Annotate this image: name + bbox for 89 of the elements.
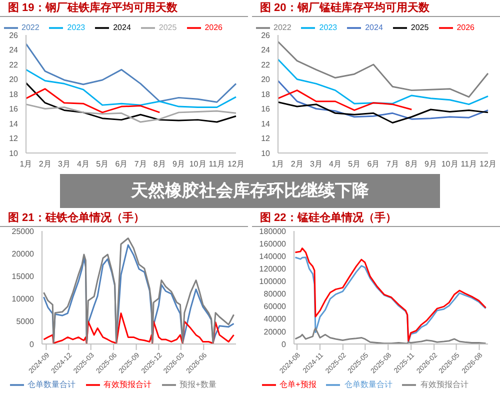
x-tick-label: 5月 <box>96 160 109 169</box>
y-tick-label: 10 <box>261 148 271 158</box>
y-tick-label: 25000 <box>12 226 35 236</box>
x-tick-label: 3月 <box>310 160 322 169</box>
legend-label: 仓单数量合计 <box>344 380 392 390</box>
y-tick-label: 24 <box>9 46 19 55</box>
x-tick-label: 2月 <box>38 160 52 169</box>
x-tick-label: 6月 <box>367 160 380 169</box>
x-tick-label: 10月 <box>189 160 206 169</box>
line-series <box>25 43 237 103</box>
y-tick-label: 100000 <box>259 277 287 286</box>
y-tick-label: 24 <box>261 46 271 55</box>
legend-label: 2024 <box>365 23 383 32</box>
x-tick-label: 9月 <box>424 160 437 169</box>
y-tick-label: 10 <box>9 148 19 158</box>
legend-label: 预报+数量 <box>180 380 216 390</box>
chart-title: 图 20：钢厂锰硅库存平均可用天数 <box>252 0 500 17</box>
legend-label: 仓单+预报 <box>280 380 316 390</box>
y-tick-label: 140000 <box>259 252 287 261</box>
x-tick-label: 7月 <box>134 160 147 169</box>
y-tick-label: 12 <box>9 134 19 144</box>
y-tick-label: 15000 <box>12 272 35 282</box>
chart-title: 图 21：硅铁仓单情况（手） <box>0 210 248 227</box>
x-tick-label: 9月 <box>172 160 185 169</box>
legend-label: 2026 <box>204 23 222 32</box>
x-tick-label: 8月 <box>405 160 418 169</box>
legend-label: 2024 <box>113 23 131 32</box>
y-tick-label: 26 <box>9 30 19 40</box>
line-series <box>25 88 160 114</box>
y-tick-label: 14 <box>9 119 19 128</box>
legend-label: 2022 <box>22 23 40 32</box>
x-tick-label: 11月 <box>208 160 226 169</box>
chart-title: 图 19：钢厂硅铁库存平均可用天数 <box>0 0 248 17</box>
y-tick-label: 16 <box>261 104 271 114</box>
y-tick-label: 12 <box>261 134 271 144</box>
y-tick-label: 160000 <box>259 239 287 248</box>
x-tick-label: 8月 <box>153 160 166 169</box>
x-tick-label: 7月 <box>386 160 399 169</box>
y-tick-label: 14 <box>261 119 271 128</box>
y-tick-label: 22 <box>261 60 271 70</box>
y-tick-label: 22 <box>9 60 19 70</box>
legend-label: 仓单数量合计 <box>28 380 76 390</box>
x-tick-label: 12月 <box>480 160 496 169</box>
line-series <box>277 80 489 120</box>
y-tick-label: 20000 <box>12 249 35 258</box>
legend-label: 2023 <box>319 23 338 32</box>
line-series <box>25 104 237 123</box>
y-tick-label: 10000 <box>12 294 35 304</box>
x-tick-label: 1月 <box>20 160 32 169</box>
x-tick-label: 10月 <box>441 160 458 169</box>
x-tick-label: 12月 <box>228 160 244 169</box>
legend-label: 2026 <box>456 23 474 32</box>
legend-label: 2023 <box>67 23 86 32</box>
legend-label: 有效预报合计 <box>420 380 468 390</box>
x-tick-label: 6月 <box>115 160 128 169</box>
text: 天然橡胶社会库存环比继续下降 <box>60 174 440 208</box>
x-tick-label: 4月 <box>77 160 90 169</box>
y-tick-label: 40000 <box>264 314 287 324</box>
y-tick-label: 20 <box>261 75 271 84</box>
x-tick-label: 3月 <box>58 160 70 169</box>
line-series <box>25 82 237 123</box>
y-tick-label: 5000 <box>16 317 35 326</box>
x-tick-label: 4月 <box>329 160 342 169</box>
line-series <box>277 58 489 106</box>
y-tick-label: 60000 <box>264 302 287 312</box>
legend-label: 2022 <box>274 23 292 32</box>
x-tick-label: 5月 <box>348 160 361 169</box>
legend-label: 有效预报合计 <box>104 380 152 390</box>
y-tick-label: 80000 <box>264 290 287 299</box>
y-tick-label: 0 <box>30 340 35 349</box>
legend-label: 2025 <box>410 23 429 32</box>
line-series <box>25 68 237 108</box>
y-tick-label: 16 <box>9 104 19 114</box>
y-tick-label: 180000 <box>259 226 287 236</box>
legend-label: 2025 <box>158 23 177 32</box>
x-tick-label: 11月 <box>460 160 478 169</box>
line-series <box>277 40 489 98</box>
y-tick-label: 18 <box>9 90 19 99</box>
x-tick-label: 1月 <box>272 160 284 169</box>
chart-title: 图 22：锰硅仓单情况（手） <box>252 210 500 227</box>
x-tick-label: 2月 <box>290 160 304 169</box>
y-tick-label: 120000 <box>259 264 287 274</box>
y-tick-label: 20000 <box>264 327 287 336</box>
line-series <box>277 101 489 124</box>
y-tick-label: 0 <box>282 340 287 349</box>
line-series <box>277 90 412 111</box>
y-tick-label: 26 <box>261 30 271 40</box>
y-tick-label: 20 <box>9 75 19 84</box>
y-tick-label: 18 <box>261 90 271 99</box>
